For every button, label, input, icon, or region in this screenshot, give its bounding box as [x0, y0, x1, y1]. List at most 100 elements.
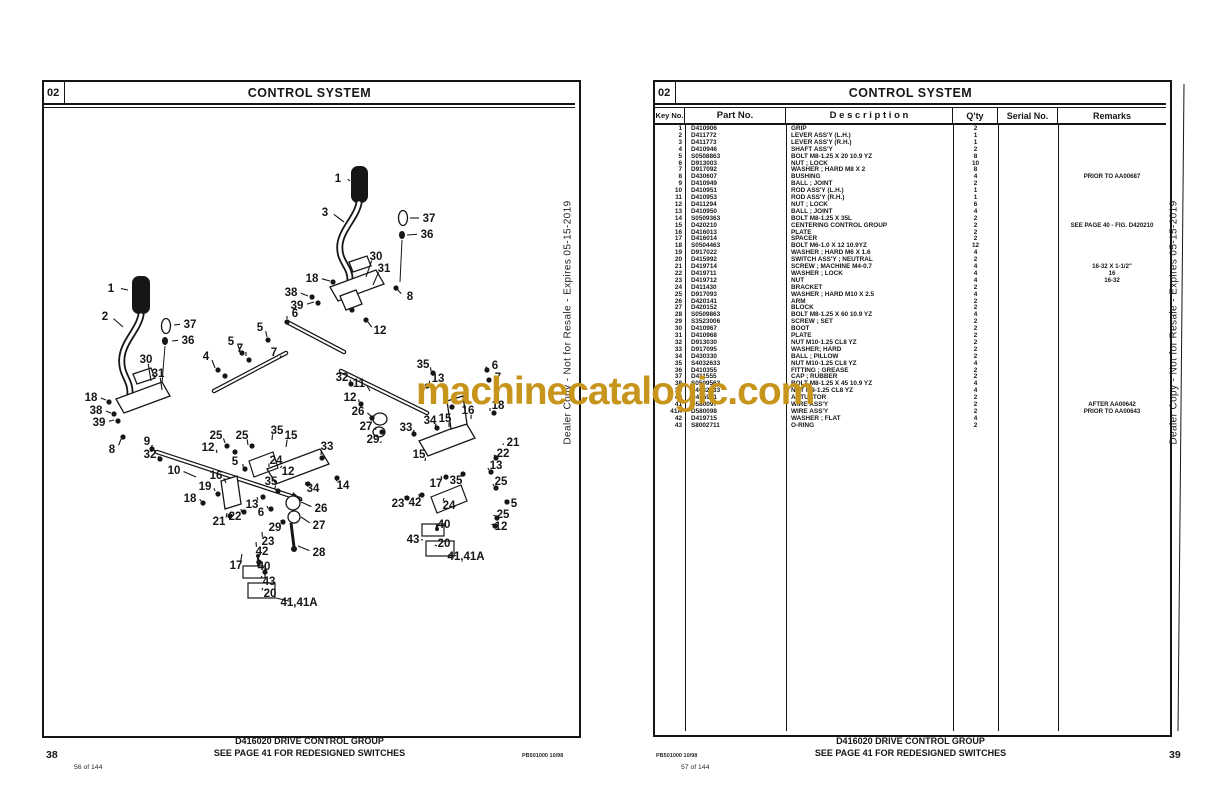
cell-cs	[998, 174, 1058, 181]
column-divider	[685, 125, 686, 731]
cell-cd: LEVER ASS'Y (L.H.)	[791, 131, 851, 139]
cell-cq: 2	[973, 394, 978, 402]
right-footer-subtitle: SEE PAGE 41 FOR REDESIGNED SWITCHES	[814, 748, 1007, 758]
right-doc-code: PB501000 10/98	[656, 753, 698, 759]
cell-cr	[1058, 202, 1166, 209]
cell-ck: 42	[674, 414, 682, 422]
watermark: machinecatalogic.com	[416, 370, 815, 413]
cell-cr	[1058, 312, 1166, 319]
table-row: 32 D913030 NUT M10-1.25 CL8 YZ 2	[655, 339, 1166, 347]
left-footer-title: D416020 DRIVE CONTROL GROUP	[235, 736, 384, 746]
right-footer-title: D416020 DRIVE CONTROL GROUP	[836, 736, 985, 746]
table-row: 31 D410968 PLATE 2	[655, 332, 1166, 340]
table-row: 8 D430607 BUSHING 4 PRIOR TO AA00687	[655, 173, 1166, 181]
column-divider	[786, 125, 787, 731]
cell-cs	[998, 409, 1058, 416]
cell-cr	[1058, 374, 1166, 381]
cell-cs	[998, 381, 1058, 388]
cell-ck: 31	[674, 332, 682, 339]
cell-ck: 17	[674, 235, 682, 243]
cell-cr	[1058, 188, 1166, 195]
cell-cp: D410946	[691, 145, 717, 153]
table-row: 37 D411555 CAP ; RUBBER 2	[655, 373, 1166, 381]
cell-cd: NUT ; LOCK	[791, 200, 828, 208]
cell-cp: D420152	[691, 304, 717, 312]
table-row: 36 D410355 FITTING ; GREASE 2	[655, 367, 1166, 375]
section-number: 02	[655, 82, 677, 103]
cell-cd: ROD ASS'Y (L.H.)	[791, 187, 844, 195]
left-sheet-number: 56 of 144	[74, 764, 103, 771]
cell-cd: O-RING	[791, 421, 815, 429]
cell-cp: D410968	[691, 332, 717, 339]
cell-cs	[998, 423, 1058, 430]
cell-cq: 2	[973, 235, 978, 243]
col-part-no: Part No.	[685, 108, 786, 123]
cell-cs	[998, 264, 1058, 271]
cell-cs	[998, 195, 1058, 202]
table-row: 25 D917093 WASHER ; HARD M10 X 2.5 4	[655, 290, 1166, 299]
cell-ck: 41A	[670, 407, 682, 415]
cell-cs	[998, 388, 1058, 395]
cell-cd: WASHER ; LOCK	[791, 269, 843, 277]
cell-cs	[998, 243, 1058, 250]
cell-ck: 28	[674, 311, 682, 319]
cell-cd: ROD ASS'Y (R.H.)	[791, 194, 845, 201]
cell-cs	[998, 202, 1058, 209]
cell-cq: 12	[971, 242, 980, 250]
cell-cq: 1	[973, 138, 978, 146]
cell-ck: 6	[678, 159, 682, 167]
left-footer-subtitle: SEE PAGE 41 FOR REDESIGNED SWITCHES	[213, 748, 406, 758]
cell-cr	[1058, 423, 1166, 430]
table-row: 18 S0504463 BOLT M6-1.0 X 12 10.9YZ 12	[655, 242, 1166, 250]
left-dealer-copy-text: Dealer Copy - Not for Resale - Expires 0…	[562, 200, 574, 445]
cell-cp: S4032633	[691, 359, 721, 367]
cell-cp: D410949	[691, 180, 717, 188]
cell-cp: D416013	[691, 228, 717, 236]
cell-cp: D917022	[691, 249, 717, 257]
cell-cq: 2	[973, 332, 978, 339]
cell-cd: CAP ; RUBBER	[791, 373, 838, 381]
cell-cr	[1058, 209, 1166, 216]
cell-cp: D411772	[691, 131, 717, 139]
cell-cq: 4	[973, 414, 978, 422]
cell-cq: 2	[973, 352, 978, 360]
cell-cp: D917095	[691, 345, 717, 353]
cell-cr	[1058, 161, 1166, 168]
table-row: 29 S3523006 SCREW ; SET 2	[655, 318, 1166, 326]
cell-ck: 16	[674, 228, 682, 236]
cell-cd: BOLT M6-1.0 X 12 10.9YZ	[791, 242, 867, 250]
column-divider	[953, 125, 954, 731]
cell-ck: 12	[674, 200, 682, 208]
table-row: 10 D410951 ROD ASS'Y (L.H.) 1	[655, 187, 1166, 195]
cell-cp: D419714	[691, 263, 717, 270]
table-row: 9 D410949 BALL ; JOINT 2	[655, 180, 1166, 188]
right-page-header: 02 CONTROL SYSTEM	[655, 82, 1166, 105]
cell-cr	[1058, 368, 1166, 375]
left-page-number: 38	[46, 749, 58, 761]
cell-cq: 2	[973, 221, 978, 229]
cell-cs	[998, 340, 1058, 347]
cell-cq: 8	[973, 152, 978, 160]
cell-cs	[998, 333, 1058, 340]
cell-cr	[1058, 147, 1166, 154]
cell-cr	[1058, 181, 1166, 188]
cell-cs	[998, 126, 1058, 133]
col-remarks: Remarks	[1092, 110, 1132, 121]
cell-cd: ACTUATOR	[791, 394, 827, 402]
right-sheet-number: 57 of 144	[681, 764, 710, 771]
cell-ck: 37	[674, 373, 682, 381]
cell-cd: WASHER ; HARD M10 X 2.5	[791, 290, 875, 298]
cell-cq: 2	[973, 180, 978, 188]
cell-cq: 2	[973, 283, 978, 291]
cell-ck: 23	[674, 276, 682, 284]
table-row: 28 S0509863 BOLT M8-1.25 X 60 10.9 YZ 4	[655, 311, 1166, 319]
table-row: 39 S4032533 NUT M8-1.25 CL8 YZ 4	[655, 387, 1166, 395]
cell-cd: SWITCH ASS'Y ; NEUTRAL	[791, 256, 873, 264]
cell-cs	[998, 167, 1058, 174]
cell-cp: S0509563	[691, 380, 721, 388]
cell-cs	[998, 402, 1058, 409]
cell-cd: NUT M8-1.25 CL8 YZ	[791, 387, 854, 395]
cell-cr: PRIOR TO AA00643	[1083, 407, 1141, 415]
table-row: 16 D416013 PLATE 2	[655, 228, 1166, 237]
cell-cq: 1	[973, 187, 978, 195]
